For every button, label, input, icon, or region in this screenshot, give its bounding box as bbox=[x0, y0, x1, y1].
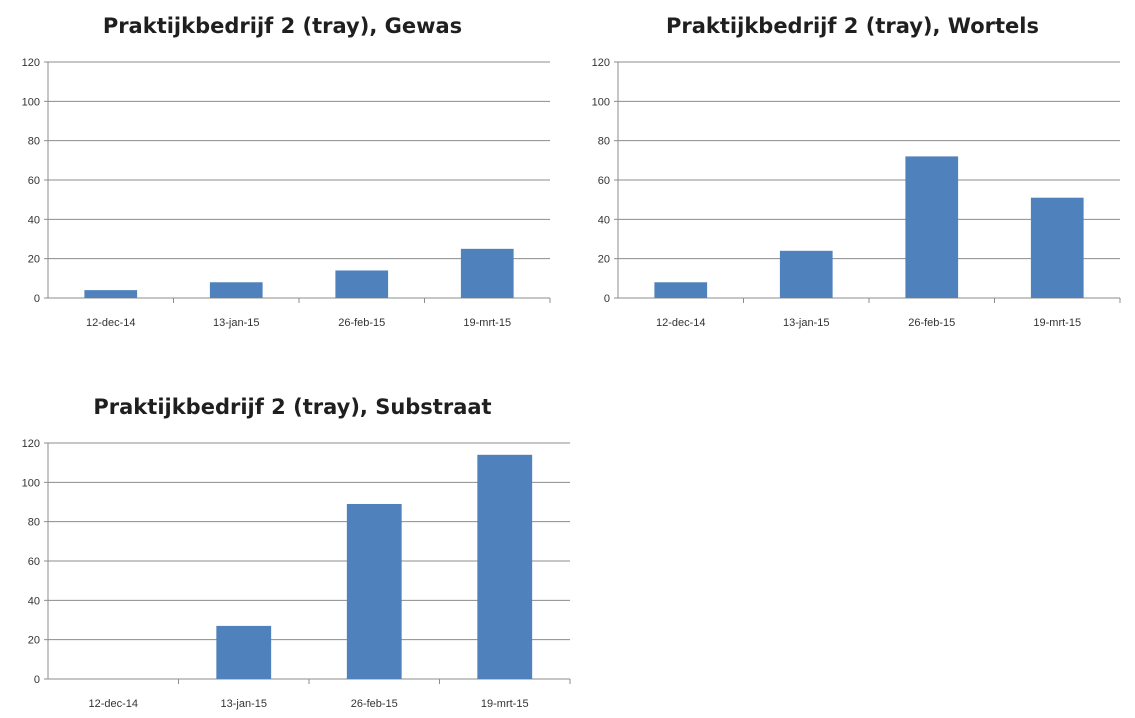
y-tick-label: 40 bbox=[598, 214, 610, 226]
chart-wortels-plot: 0 20 40 60 80 100 120 12-dec-14 13-jan-15 26-feb-… bbox=[592, 57, 1121, 329]
y-tick-label: 60 bbox=[28, 556, 40, 568]
x-tick-label: 13-jan-15 bbox=[213, 317, 259, 329]
x-tick-label: 12-dec-14 bbox=[656, 317, 706, 329]
y-tick-label: 20 bbox=[28, 254, 40, 266]
y-tick-label: 100 bbox=[22, 477, 40, 489]
bar bbox=[216, 625, 272, 679]
chart-title: Praktijkbedrijf 2 (tray), Substraat bbox=[93, 395, 492, 419]
y-tick-label: 0 bbox=[604, 293, 610, 305]
x-tick-label: 19-mrt-15 bbox=[1033, 317, 1081, 329]
y-tick-label: 20 bbox=[28, 635, 40, 647]
chart-substraat: Praktijkbedrijf 2 (tray), Substraat 0 20 4… bbox=[10, 395, 575, 715]
x-tick-label: 26-feb-15 bbox=[908, 317, 955, 329]
chart-gewas: Praktijkbedrijf 2 (tray), Gewas 0 20 40 60 8… bbox=[10, 14, 555, 334]
x-tick-label: 12-dec-14 bbox=[88, 698, 138, 710]
bar bbox=[477, 454, 533, 679]
x-tick-label: 26-feb-15 bbox=[338, 317, 385, 329]
x-tick-label: 12-dec-14 bbox=[86, 317, 136, 329]
bar bbox=[654, 282, 708, 298]
bar bbox=[779, 250, 833, 298]
y-tick-label: 100 bbox=[592, 96, 610, 108]
y-tick-label: 80 bbox=[598, 136, 610, 148]
chart-title: Praktijkbedrijf 2 (tray), Gewas bbox=[102, 14, 463, 38]
chart-substraat-plot: 0 20 40 60 80 100 120 12-dec-14 13-jan-15 26-feb-… bbox=[22, 438, 571, 710]
bar bbox=[84, 290, 138, 298]
y-tick-label: 0 bbox=[34, 674, 40, 686]
y-tick-label: 40 bbox=[28, 214, 40, 226]
chart-gewas-plot: 0 20 40 60 80 100 120 12-dec-14 13-jan-15 26-feb-… bbox=[22, 57, 551, 329]
y-tick-label: 120 bbox=[22, 57, 40, 69]
x-tick-label: 19-mrt-15 bbox=[481, 698, 529, 710]
x-tick-label: 13-jan-15 bbox=[783, 317, 829, 329]
y-tick-label: 60 bbox=[28, 175, 40, 187]
y-tick-label: 0 bbox=[34, 293, 40, 305]
y-tick-label: 120 bbox=[22, 438, 40, 450]
x-tick-label: 26-feb-15 bbox=[351, 698, 398, 710]
y-tick-label: 80 bbox=[28, 136, 40, 148]
x-tick-label: 19-mrt-15 bbox=[463, 317, 511, 329]
y-tick-label: 20 bbox=[598, 254, 610, 266]
y-tick-label: 120 bbox=[592, 57, 610, 69]
bar bbox=[460, 248, 514, 298]
bar bbox=[346, 503, 402, 679]
bar bbox=[905, 156, 959, 298]
y-tick-label: 80 bbox=[28, 517, 40, 529]
bar bbox=[335, 270, 389, 298]
y-tick-label: 100 bbox=[22, 96, 40, 108]
x-tick-label: 13-jan-15 bbox=[221, 698, 267, 710]
y-tick-label: 60 bbox=[598, 175, 610, 187]
y-tick-label: 40 bbox=[28, 595, 40, 607]
bar bbox=[1030, 197, 1084, 298]
bar bbox=[209, 282, 263, 298]
chart-title: Praktijkbedrijf 2 (tray), Wortels bbox=[666, 14, 1039, 38]
chart-wortels: Praktijkbedrijf 2 (tray), Wortels 0 20 40 6… bbox=[580, 14, 1125, 334]
